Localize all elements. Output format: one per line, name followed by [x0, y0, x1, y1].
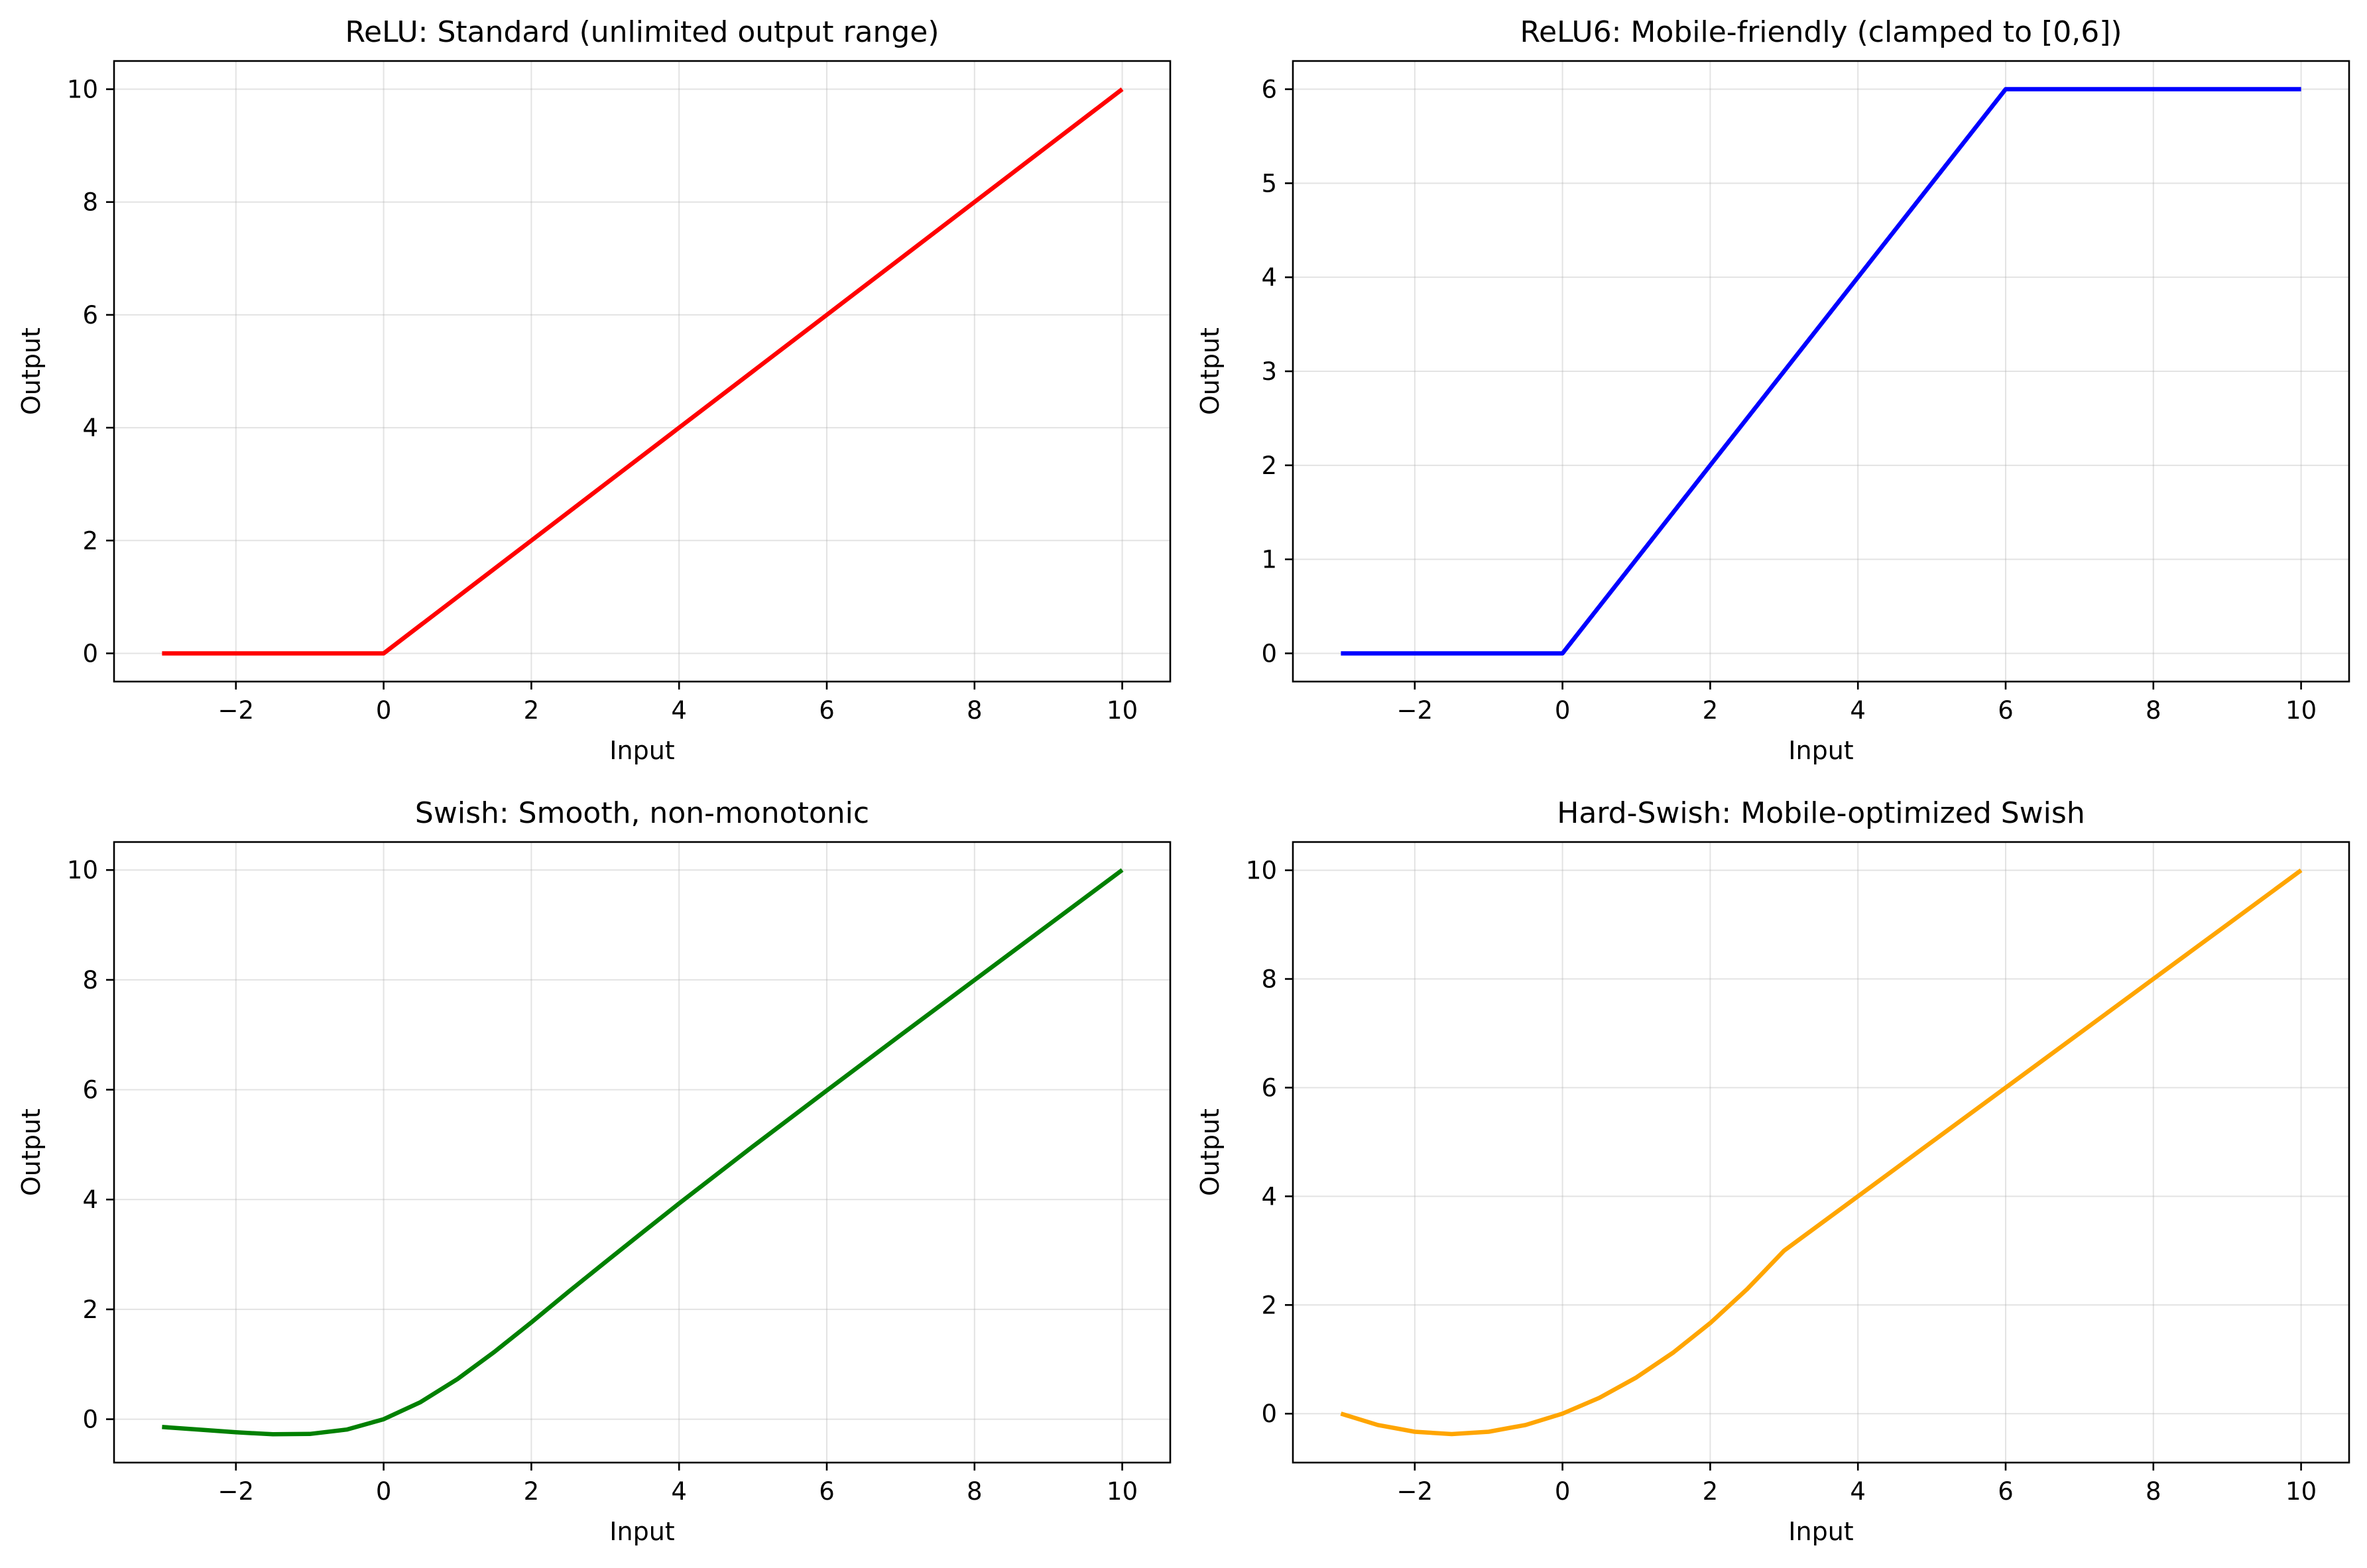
x-tick-label: 2 — [524, 696, 540, 725]
x-tick-label: 0 — [1555, 1477, 1571, 1506]
y-tick-label: 4 — [1261, 263, 1277, 292]
y-tick-label: 0 — [82, 1406, 98, 1434]
x-tick-label: −2 — [1397, 1477, 1433, 1506]
x-tick-label: 6 — [1998, 1477, 2014, 1506]
chart-relu: −2 0 2 4 6 8 10 0 2 4 6 8 10 ReLU: Standard (unlimite… — [17, 15, 1172, 765]
x-tick-label: 8 — [967, 1477, 983, 1506]
x-tick-label: 6 — [819, 696, 835, 725]
x-axis-label: Input — [1788, 736, 1853, 765]
x-axis-label: Input — [1788, 1517, 1853, 1546]
y-axis-label: Output — [1195, 328, 1225, 415]
y-tick-label: 2 — [82, 526, 98, 555]
x-tick-label: 0 — [376, 1477, 392, 1506]
x-axis-label: Input — [609, 1517, 674, 1546]
y-tick-label: 0 — [82, 639, 98, 668]
x-tick-label: 6 — [1998, 696, 2014, 725]
x-tick-label: 2 — [1703, 696, 1719, 725]
y-axis-label: Output — [17, 328, 46, 415]
x-tick-label: −2 — [218, 1477, 255, 1506]
relu6-series-line — [1341, 87, 2301, 656]
x-tick-label: 6 — [819, 1477, 835, 1506]
y-tick-label: 3 — [1261, 357, 1277, 386]
y-tick-label: 8 — [1261, 965, 1277, 994]
y-tick-label: 6 — [82, 1076, 98, 1105]
x-tick-label: 10 — [2285, 1477, 2317, 1506]
y-tick-label: 6 — [82, 301, 98, 330]
x-tick-label: 8 — [2146, 696, 2161, 725]
x-tick-label: 8 — [967, 696, 983, 725]
chart-title: Swish: Smooth, non-monotonic — [415, 796, 869, 830]
swish-series-line — [162, 868, 1124, 1437]
y-tick-label: 0 — [1261, 1400, 1277, 1428]
y-tick-label: 10 — [1246, 857, 1277, 885]
y-tick-label: 5 — [1261, 169, 1277, 198]
plot-frame — [113, 60, 1172, 683]
plot-frame — [113, 841, 1172, 1464]
y-axis-label: Output — [17, 1109, 46, 1196]
relu-series-line — [162, 87, 1124, 656]
y-axis-label: Output — [1195, 1109, 1225, 1196]
chart-swish: −2 0 2 4 6 8 10 0 2 4 6 8 10 Swish: Smooth, non-monot… — [17, 796, 1172, 1546]
y-tick-label: 0 — [1261, 639, 1277, 668]
y-tick-label: 2 — [1261, 1291, 1277, 1319]
y-tick-label: 10 — [67, 856, 98, 884]
x-tick-label: −2 — [1397, 696, 1433, 725]
x-tick-label: 0 — [1555, 696, 1571, 725]
x-tick-label: 4 — [671, 1477, 687, 1506]
x-tick-label: 0 — [376, 696, 392, 725]
y-tick-label: 4 — [82, 1185, 98, 1214]
chart-relu6: −2 0 2 4 6 8 10 0 1 2 3 4 5 6 ReLU6: Mobile-friendly (… — [1195, 15, 2350, 765]
x-tick-label: 10 — [2285, 696, 2317, 725]
y-tick-label: 8 — [82, 188, 98, 217]
chart-title: ReLU: Standard (unlimited output range) — [345, 15, 939, 49]
y-tick-label: 4 — [82, 414, 98, 442]
x-tick-label: 4 — [671, 696, 687, 725]
y-tick-label: 1 — [1261, 546, 1277, 574]
chart-hard-swish: −2 0 2 4 6 8 10 0 2 4 6 8 10 Hard-Swish: Mobile-optim… — [1195, 796, 2350, 1546]
y-tick-label: 10 — [67, 76, 98, 104]
chart-title: ReLU6: Mobile-friendly (clamped to [0,6]… — [1520, 15, 2122, 49]
x-tick-label: 10 — [1107, 696, 1138, 725]
x-tick-label: 4 — [1850, 696, 1866, 725]
y-tick-label: 4 — [1261, 1182, 1277, 1211]
x-tick-label: −2 — [218, 696, 255, 725]
plot-frame — [1292, 841, 2350, 1464]
y-tick-label: 6 — [1261, 76, 1277, 104]
x-axis-label: Input — [609, 736, 674, 765]
x-tick-label: 2 — [524, 1477, 540, 1506]
x-tick-label: 4 — [1850, 1477, 1866, 1506]
x-tick-label: 2 — [1703, 1477, 1719, 1506]
y-tick-label: 8 — [82, 966, 98, 995]
chart-title: Hard-Swish: Mobile-optimized Swish — [1557, 796, 2085, 830]
y-tick-label: 2 — [1261, 452, 1277, 480]
x-tick-label: 10 — [1107, 1477, 1138, 1506]
y-tick-label: 2 — [82, 1296, 98, 1324]
y-tick-label: 6 — [1261, 1073, 1277, 1102]
x-tick-label: 8 — [2146, 1477, 2161, 1506]
hard-swish-series-line — [1340, 868, 2303, 1437]
